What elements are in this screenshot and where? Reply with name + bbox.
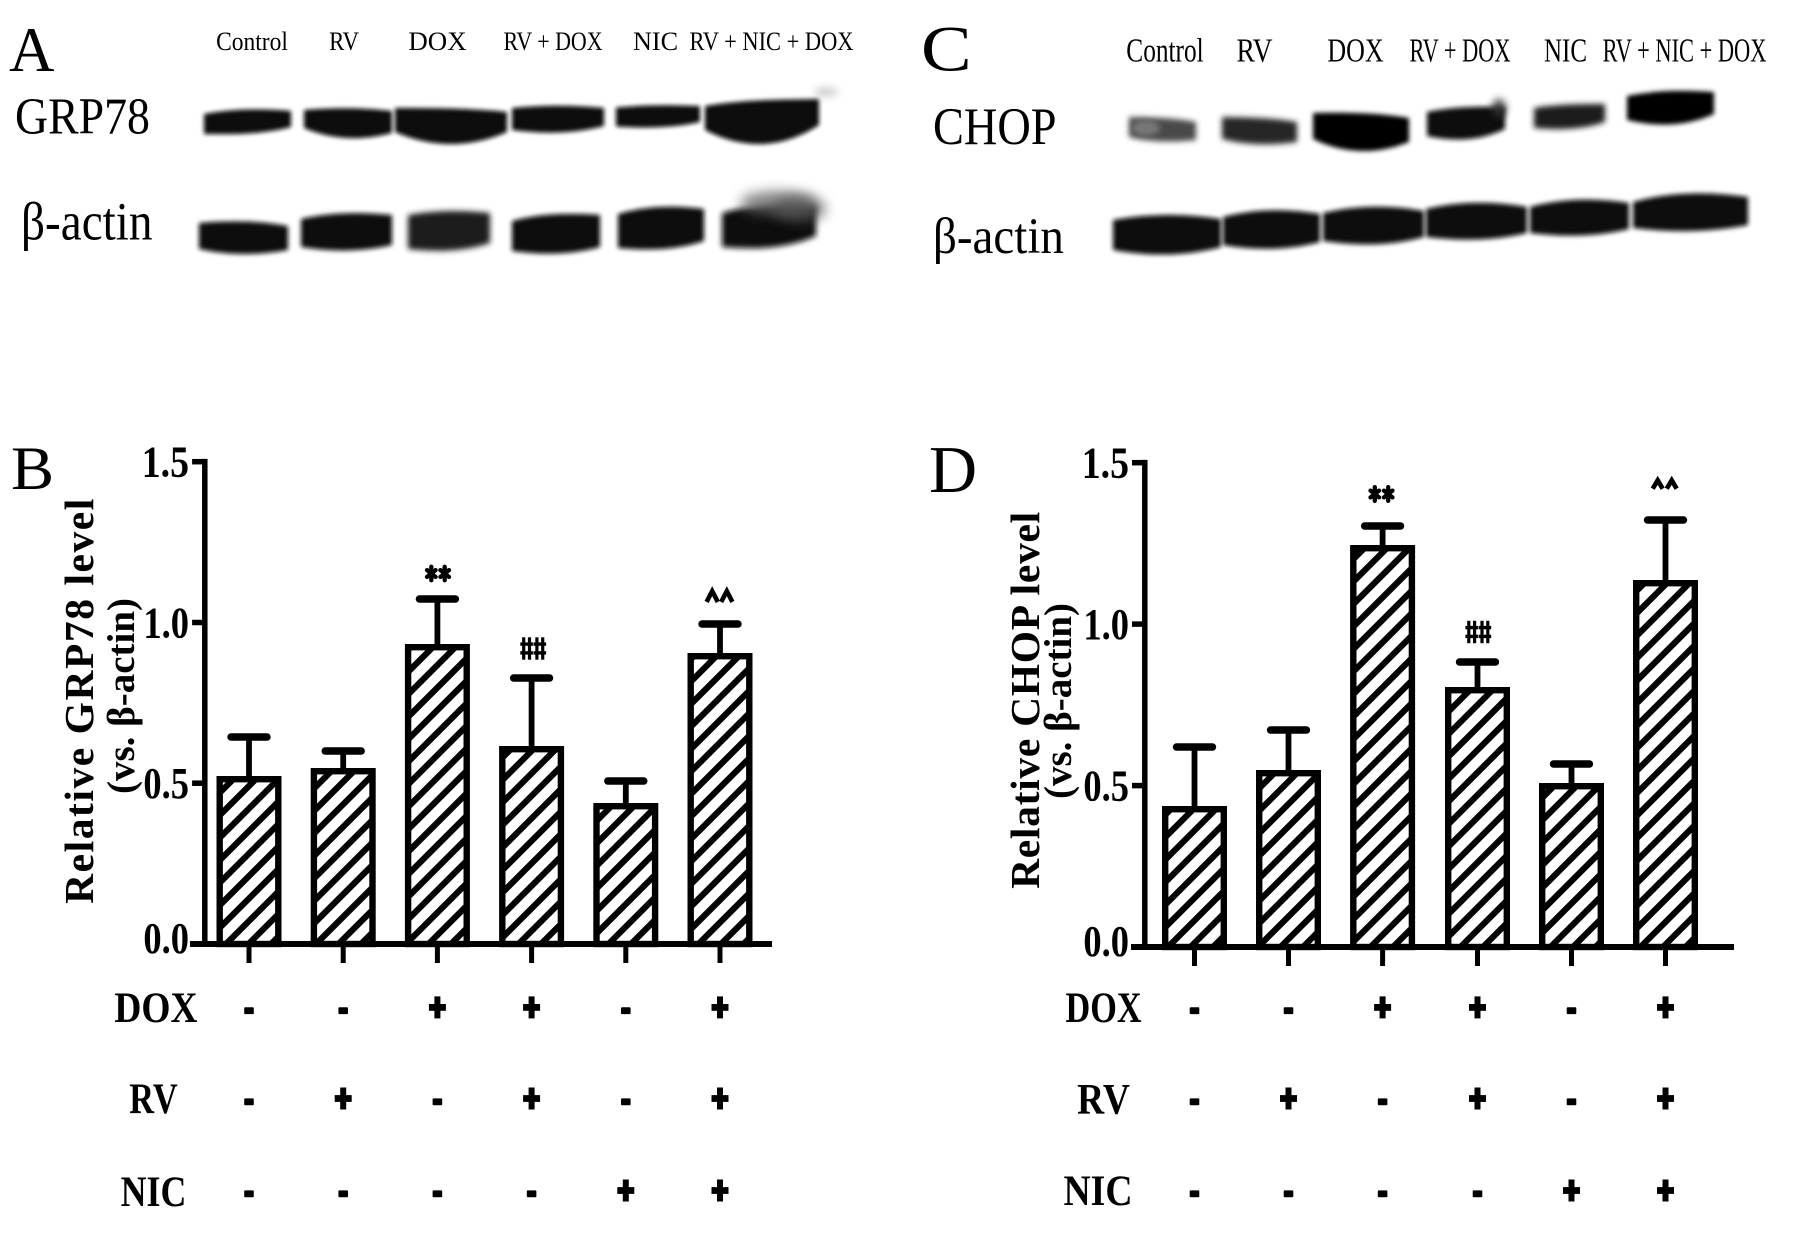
svg-text:RV: RV <box>129 1075 177 1123</box>
svg-text:DOX: DOX <box>1065 984 1141 1032</box>
svg-text:0.0: 0.0 <box>143 914 189 963</box>
svg-text:(vs. β-actin): (vs. β-actin) <box>1037 603 1080 799</box>
svg-text:GRP78: GRP78 <box>15 87 150 146</box>
svg-text:0.5: 0.5 <box>143 759 189 808</box>
svg-text:1.5: 1.5 <box>1082 438 1129 487</box>
svg-text:β-actin: β-actin <box>21 193 152 253</box>
svg-text:RV + DOX: RV + DOX <box>503 27 602 56</box>
svg-text:DOX: DOX <box>1327 31 1383 69</box>
svg-text:RV + NIC + DOX: RV + NIC + DOX <box>1603 32 1767 70</box>
svg-text:NIC: NIC <box>633 27 678 56</box>
svg-text:NIC: NIC <box>1544 32 1587 70</box>
svg-text:DOX: DOX <box>408 26 466 56</box>
svg-text:1.5: 1.5 <box>142 437 189 486</box>
svg-text:0.5: 0.5 <box>1083 761 1129 810</box>
svg-text:NIC: NIC <box>1063 1167 1132 1215</box>
svg-text:C: C <box>921 13 972 85</box>
svg-text:0.0: 0.0 <box>1083 917 1129 966</box>
svg-text:Relative GRP78 level: Relative GRP78 level <box>56 497 102 904</box>
svg-text:RV: RV <box>329 28 359 57</box>
svg-text:1.0: 1.0 <box>1083 600 1129 649</box>
svg-text:(vs. β-actin): (vs. β-actin) <box>100 598 143 794</box>
svg-text:NIC: NIC <box>121 1168 187 1216</box>
svg-text:1.0: 1.0 <box>143 598 189 647</box>
svg-text:RV: RV <box>1236 31 1273 70</box>
svg-text:Control: Control <box>216 28 288 57</box>
svg-text:RV: RV <box>1077 1075 1130 1123</box>
svg-text:B: B <box>11 434 54 502</box>
svg-text:RV + NIC + DOX: RV + NIC + DOX <box>690 27 854 56</box>
svg-text:Relative CHOP level: Relative CHOP level <box>1002 511 1048 889</box>
svg-text:DOX: DOX <box>114 984 197 1032</box>
svg-text:CHOP: CHOP <box>933 97 1057 156</box>
svg-text:Control: Control <box>1126 31 1203 70</box>
svg-text:D: D <box>929 434 977 507</box>
svg-text:RV + DOX: RV + DOX <box>1409 32 1510 70</box>
svg-text:A: A <box>9 15 55 85</box>
svg-text:β-actin: β-actin <box>933 207 1064 264</box>
